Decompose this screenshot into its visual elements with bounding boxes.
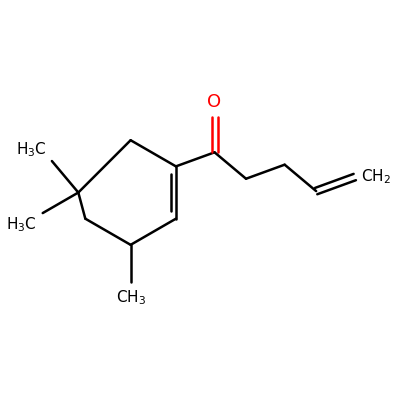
Text: H$_3$C: H$_3$C bbox=[16, 140, 46, 159]
Text: CH$_3$: CH$_3$ bbox=[116, 288, 146, 307]
Text: CH$_2$: CH$_2$ bbox=[362, 168, 392, 186]
Text: H$_3$C: H$_3$C bbox=[6, 215, 37, 234]
Text: O: O bbox=[208, 93, 222, 111]
